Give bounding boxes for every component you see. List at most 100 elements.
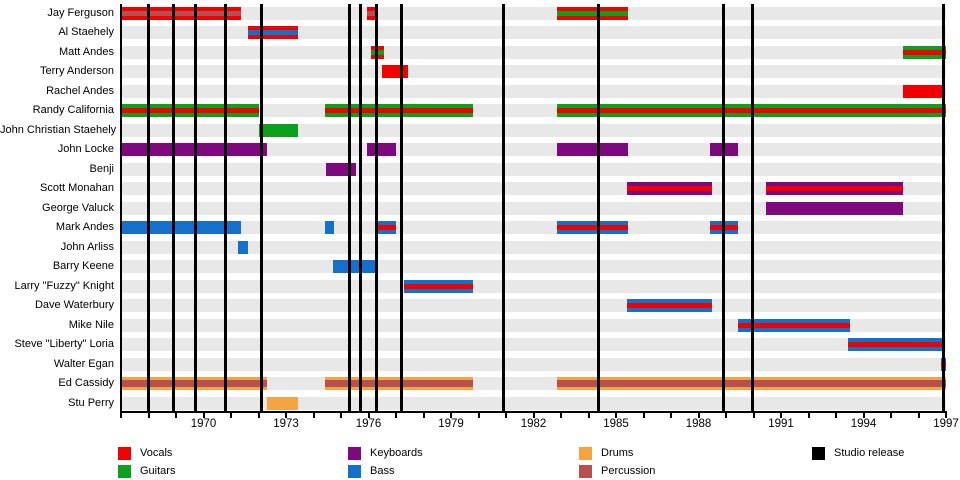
row-band xyxy=(121,279,946,293)
axis-year-label: 1991 xyxy=(768,418,794,430)
stint-bar xyxy=(237,240,248,254)
axis-tick xyxy=(890,413,892,418)
axis-year-label: 1997 xyxy=(933,418,959,430)
axis-tick xyxy=(312,413,315,418)
axis-tick xyxy=(917,413,920,418)
stint-bar xyxy=(258,123,299,137)
row-band xyxy=(121,182,946,196)
row-band xyxy=(121,299,946,313)
row-band xyxy=(121,201,946,215)
axis-year-label: 1985 xyxy=(603,418,629,430)
row-band xyxy=(121,396,946,410)
role-stripe-percussion xyxy=(367,10,376,16)
member-label: George Valuck xyxy=(42,201,114,214)
legend-label: Drums xyxy=(601,447,634,459)
axis-tick xyxy=(862,413,865,418)
legend-label: Guitars xyxy=(140,465,176,477)
axis-tick xyxy=(257,413,260,418)
role-stripe-vocals xyxy=(324,108,473,114)
studio-release-line xyxy=(501,4,505,411)
stint-bar xyxy=(556,6,629,20)
legend-swatch-keyboards xyxy=(348,447,361,460)
axis-tick xyxy=(477,413,480,418)
axis-tick xyxy=(642,413,645,418)
member-label: Mark Andes xyxy=(55,221,114,234)
stint-bar xyxy=(765,182,904,196)
studio-release-line xyxy=(224,4,227,411)
role-stripe-vocals xyxy=(376,225,396,231)
studio-release-line xyxy=(193,4,197,411)
legend-swatch-vocals xyxy=(118,447,131,460)
role-stripe-percussion xyxy=(324,380,473,388)
studio-release-line xyxy=(941,4,945,411)
stint-bar xyxy=(121,104,259,118)
axis-tick xyxy=(532,413,535,418)
stint-bar xyxy=(376,221,396,235)
axis-tick xyxy=(147,413,150,418)
axis-tick xyxy=(670,413,672,418)
stint-bar xyxy=(266,396,299,410)
axis-tick xyxy=(230,413,232,418)
member-label: Barry Keene xyxy=(52,260,114,273)
stint-bar xyxy=(332,260,377,274)
row-band xyxy=(121,338,946,352)
studio-release-line xyxy=(375,4,379,411)
stint-bar xyxy=(848,338,944,352)
axis-tick xyxy=(395,413,397,418)
member-label: Jay Ferguson xyxy=(47,6,114,19)
row-band xyxy=(121,240,946,254)
member-label: Mike Nile xyxy=(68,318,114,331)
stint-bar xyxy=(903,45,946,59)
x-axis-line xyxy=(120,411,947,413)
stint-bar xyxy=(382,65,409,79)
studio-release-line xyxy=(358,4,362,411)
member-label: Ed Cassidy xyxy=(58,377,114,390)
studio-release-line xyxy=(259,4,263,411)
legend-label: Percussion xyxy=(601,465,656,477)
stint-bar xyxy=(325,162,357,176)
row-band xyxy=(121,162,946,176)
axis-tick xyxy=(422,413,425,418)
role-stripe-vocals xyxy=(121,108,259,114)
axis-year-label: 1979 xyxy=(438,418,464,430)
legend-label: Bass xyxy=(370,465,395,477)
role-stripe-vocals xyxy=(738,322,850,328)
axis-tick xyxy=(560,413,562,418)
y-axis-line xyxy=(120,4,122,411)
legend-swatch-release xyxy=(812,447,825,460)
axis-tick xyxy=(367,413,370,418)
member-label: Terry Anderson xyxy=(40,65,114,78)
member-label: Steve "Liberty" Loria xyxy=(14,338,114,351)
stint-bar xyxy=(121,221,241,235)
axis-tick xyxy=(780,413,782,418)
role-stripe-guitars xyxy=(556,10,629,16)
member-label: Scott Monahan xyxy=(40,182,114,195)
member-label: Walter Egan xyxy=(53,357,114,370)
row-band xyxy=(121,357,946,371)
row-band xyxy=(121,65,946,79)
role-stripe-percussion xyxy=(121,10,241,16)
legend-label: Keyboards xyxy=(370,447,423,459)
legend-swatch-drums xyxy=(579,447,592,460)
axis-tick xyxy=(285,413,287,418)
row-band xyxy=(121,84,946,98)
role-stripe-vocals xyxy=(627,303,713,309)
row-band xyxy=(121,221,946,235)
axis-year-label: 1976 xyxy=(355,418,382,430)
role-stripe-vocals xyxy=(404,283,473,289)
axis-tick xyxy=(697,413,700,418)
studio-release-line xyxy=(400,4,403,411)
axis-tick xyxy=(175,413,177,418)
axis-tick xyxy=(835,413,837,418)
stint-bar xyxy=(765,201,904,215)
member-label: Stu Perry xyxy=(68,396,114,409)
studio-release-line xyxy=(721,4,725,411)
member-label: Randy California xyxy=(32,104,114,117)
member-label: Larry "Fuzzy" Knight xyxy=(14,279,114,292)
row-band xyxy=(121,260,946,274)
legend-label: Vocals xyxy=(140,447,173,459)
member-label: Matt Andes xyxy=(58,45,114,58)
axis-tick xyxy=(725,413,727,418)
legend-swatch-bass xyxy=(348,465,361,478)
member-label: John Locke xyxy=(57,143,114,156)
